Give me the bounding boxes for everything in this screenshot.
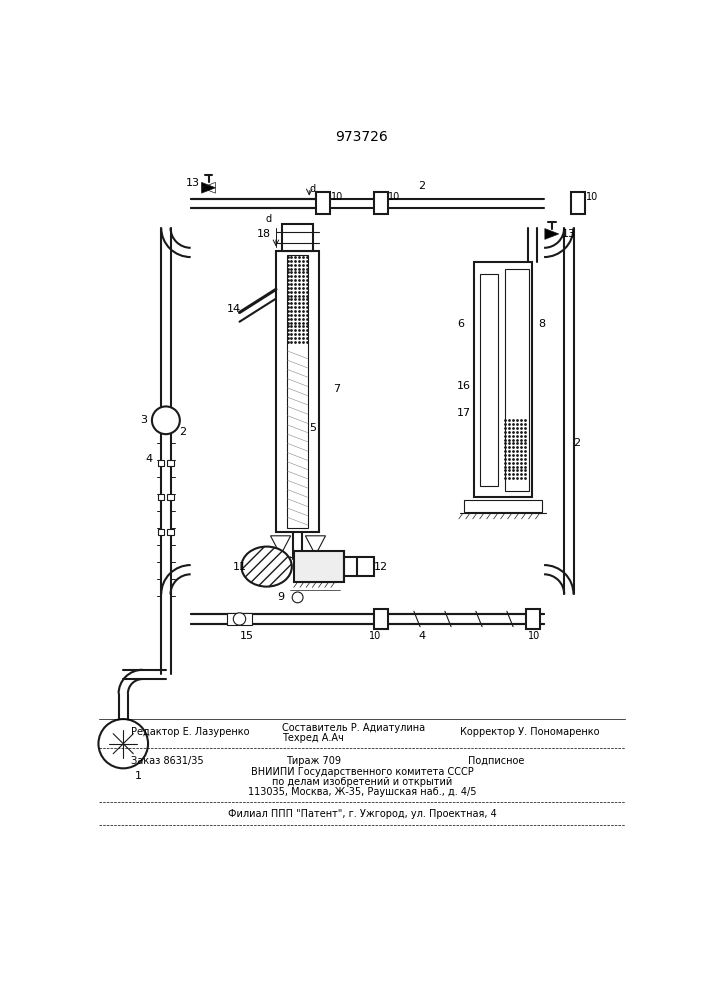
Bar [158,460,164,466]
Text: 10: 10 [369,631,381,641]
Text: d: d [309,184,315,194]
Bar [357,557,374,576]
Bar [287,255,308,528]
Text: 13: 13 [562,229,576,239]
Bar [168,460,174,466]
Text: 14: 14 [227,304,241,314]
Text: 6: 6 [457,319,464,329]
Text: 2: 2 [418,181,425,191]
Circle shape [98,719,148,768]
Ellipse shape [241,547,292,587]
Circle shape [152,406,180,434]
Text: 7: 7 [333,384,340,394]
Bar [373,192,387,214]
Bar [464,500,542,512]
Text: Редактор Е. Лазуренко: Редактор Е. Лазуренко [131,727,250,737]
Text: 2: 2 [573,438,580,448]
Bar [293,551,344,582]
Bar [571,192,585,214]
Bar [526,609,540,629]
Text: 17: 17 [457,408,472,418]
Circle shape [292,592,303,603]
Bar [282,224,313,251]
Text: 12: 12 [373,562,387,572]
Bar [276,251,320,532]
Bar [373,609,387,629]
Bar [158,529,164,535]
Text: 10: 10 [528,631,540,641]
Text: d: d [265,214,271,224]
Text: Тираж 709: Тираж 709 [286,756,341,766]
Text: 16: 16 [457,381,472,391]
Polygon shape [545,229,559,239]
Text: 13: 13 [186,178,200,188]
Text: 4: 4 [418,631,425,641]
Text: Составитель Р. Адиатулина: Составитель Р. Адиатулина [282,723,425,733]
Text: 5: 5 [310,423,317,433]
Text: по делам изобретений и открытий: по делам изобретений и открытий [271,777,452,787]
Bar [505,269,530,491]
Text: 11: 11 [233,562,247,572]
Text: 3: 3 [141,415,148,425]
Text: Филиал ППП "Патент", г. Ужгород, ул. Проектная, 4: Филиал ППП "Патент", г. Ужгород, ул. Про… [228,809,496,819]
Text: Заказ 8631/35: Заказ 8631/35 [131,756,204,766]
Text: 8: 8 [538,319,545,329]
Text: 973726: 973726 [336,130,388,144]
Text: Подписное: Подписное [468,756,525,766]
Circle shape [233,613,246,625]
Polygon shape [201,182,216,193]
Text: 113035, Москва, Ж-35, Раушская наб., д. 4/5: 113035, Москва, Ж-35, Раушская наб., д. … [247,787,477,797]
Text: 10: 10 [388,192,401,202]
Text: 10: 10 [586,192,598,202]
Text: 18: 18 [257,229,271,239]
Text: 2: 2 [180,427,187,437]
Bar [480,274,498,486]
Bar [158,494,164,500]
Text: Техред А.Ач: Техред А.Ач [282,733,344,743]
Text: 10: 10 [331,192,344,202]
Text: Корректор У. Пономаренко: Корректор У. Пономаренко [460,727,600,737]
Bar [168,494,174,500]
Text: 4: 4 [145,454,153,464]
Bar [168,529,174,535]
Bar [474,262,532,497]
Bar [316,192,330,214]
Text: ВНИИПИ Государственного комитета СССР: ВНИИПИ Государственного комитета СССР [250,767,473,777]
Bar [227,613,252,625]
Text: 1: 1 [135,771,142,781]
Text: 9: 9 [277,592,284,602]
Text: 15: 15 [240,631,255,641]
